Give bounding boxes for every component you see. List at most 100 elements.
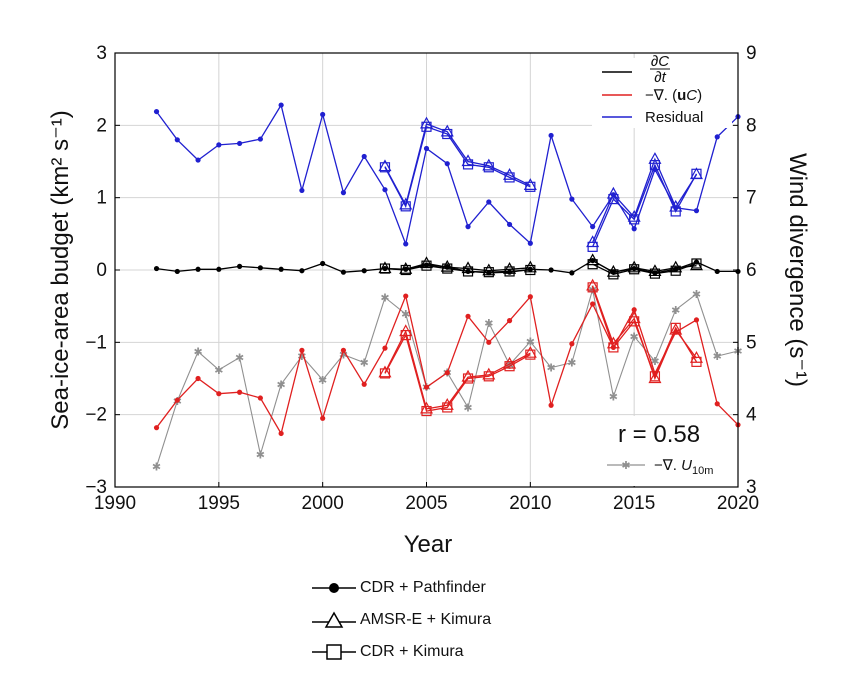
data-point: [382, 187, 387, 192]
data-point: [569, 197, 574, 202]
data-point: [258, 136, 263, 141]
y-right-tick-label: 8: [746, 115, 757, 136]
dot-marker-icon: [312, 578, 356, 598]
dataset-legend: CDR + Pathfinder AMSR-E + Kimura CDR + K…: [312, 572, 491, 668]
data-point: ✱: [318, 375, 327, 387]
data-point: [691, 169, 702, 179]
y-right-tick-label: 6: [746, 260, 757, 281]
data-point: [445, 161, 450, 166]
data-point: [715, 401, 720, 406]
data-point: [237, 141, 242, 146]
data-point: [382, 346, 387, 351]
data-point: [465, 314, 470, 319]
data-point: [715, 269, 720, 274]
data-point: [486, 199, 491, 204]
y-left-tick-label: 3: [96, 43, 107, 64]
series-cdr-kimura-14: [588, 161, 701, 252]
data-point: ✱: [380, 292, 389, 304]
data-point: [299, 188, 304, 193]
data-point: [507, 270, 512, 275]
wind-legend-marker: ✱: [621, 460, 630, 472]
data-point: [362, 154, 367, 159]
data-point: ✱: [546, 363, 555, 375]
series-legend: ∂C ∂t −∇. (uC) Residual: [592, 53, 732, 128]
svg-text:∂C: ∂C: [651, 53, 669, 70]
data-point: [237, 390, 242, 395]
series-cdr-kimura-12: [588, 259, 701, 279]
dataset-legend-item-cdr-kimura: CDR + Kimura: [312, 636, 491, 668]
data-point: [195, 376, 200, 381]
data-point: [445, 370, 450, 375]
data-point: ✱: [484, 318, 493, 330]
series-amsr2-kimura-7: [587, 280, 702, 383]
y-left-tick-label: −2: [85, 405, 107, 426]
y-left-tick-label: −1: [85, 332, 107, 353]
data-point: ✱: [256, 449, 265, 461]
data-point: ✱: [214, 365, 223, 377]
data-point: [279, 267, 284, 272]
data-point: [362, 268, 367, 273]
triangle-marker-icon: [312, 610, 356, 630]
data-point: [424, 385, 429, 390]
data-point: [694, 208, 699, 213]
data-point: [403, 293, 408, 298]
legend-label-advection: −∇. (uC): [645, 87, 702, 104]
legend-label-residual: Residual: [645, 109, 703, 126]
y-right-tick-label: 7: [746, 188, 757, 209]
data-point: [715, 134, 720, 139]
data-point: [320, 261, 325, 266]
data-point: [549, 267, 554, 272]
data-point: [632, 226, 637, 231]
y-left-tick-label: 0: [96, 260, 107, 281]
data-point: [528, 294, 533, 299]
data-point: ✱: [630, 332, 639, 344]
data-point: ✱: [193, 347, 202, 359]
data-point: ✱: [609, 392, 618, 404]
data-point: [299, 268, 304, 273]
data-point: [528, 241, 533, 246]
data-point: [154, 425, 159, 430]
data-point: [569, 341, 574, 346]
x-tick-label: 2010: [509, 493, 551, 514]
data-point: ✱: [463, 402, 472, 414]
data-point: [379, 161, 390, 171]
data-point: [154, 109, 159, 114]
data-point: [258, 395, 263, 400]
square-marker-icon: [312, 642, 356, 662]
data-point: ✱: [235, 353, 244, 365]
series-line: [593, 287, 697, 376]
data-point: [216, 267, 221, 272]
x-axis-label: Year: [404, 531, 453, 558]
y-left-tick-label: 2: [96, 115, 107, 136]
data-point: [341, 270, 346, 275]
data-point: [237, 264, 242, 269]
dataset-legend-label: AMSR-E + Kimura: [360, 611, 491, 629]
data-point: ✱: [152, 462, 161, 474]
y-axis-left-label: Sea-ice-area budget (km² s⁻¹): [47, 110, 74, 429]
data-point: ✱: [277, 379, 286, 391]
correlation-annotation: r = 0.58: [618, 421, 700, 448]
y-right-tick-label: 9: [746, 43, 757, 64]
data-point: [549, 133, 554, 138]
x-tick-label: 2015: [613, 493, 655, 514]
data-point: [486, 340, 491, 345]
data-point: [175, 137, 180, 142]
data-point: ✱: [692, 289, 701, 301]
series-line: [385, 124, 530, 205]
data-point: [507, 318, 512, 323]
data-point: [341, 190, 346, 195]
dataset-legend-label: CDR + Pathfinder: [360, 579, 486, 597]
data-point: [216, 391, 221, 396]
y-right-tick-label: 4: [746, 405, 757, 426]
data-point: [258, 265, 263, 270]
data-point: [341, 348, 346, 353]
data-point: [569, 270, 574, 275]
data-point: [279, 431, 284, 436]
data-point: [154, 266, 159, 271]
data-point: [590, 224, 595, 229]
data-point: ✱: [360, 358, 369, 370]
data-point: [424, 146, 429, 151]
data-point: [195, 267, 200, 272]
series-cdr-kimura-13: [588, 283, 701, 381]
data-point: [549, 403, 554, 408]
